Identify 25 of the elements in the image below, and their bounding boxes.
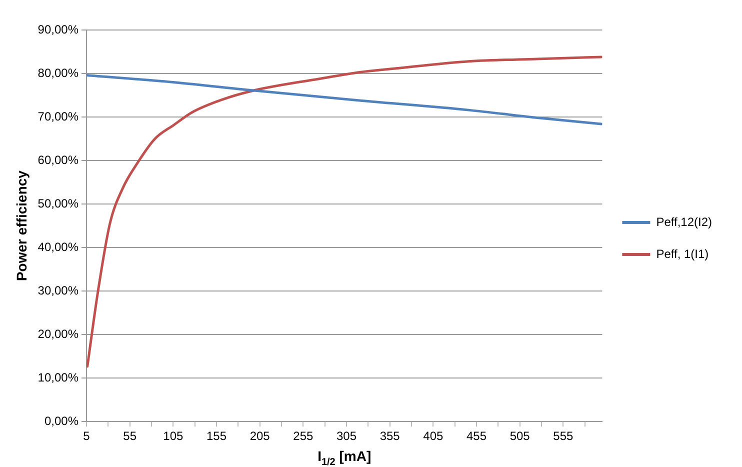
y-tick-label: 0,00% xyxy=(44,414,79,428)
x-tick-label: 405 xyxy=(423,429,444,444)
legend-label: Peff, 1(I1) xyxy=(656,246,709,261)
y-axis-title: Power efficiency xyxy=(13,170,30,282)
y-tick-label: 90,00% xyxy=(38,22,79,36)
y-tick-label: 60,00% xyxy=(38,152,79,167)
x-tick-label: 355 xyxy=(380,429,400,444)
x-tick-label: 255 xyxy=(293,429,314,444)
x-tick-label: 455 xyxy=(466,429,487,444)
x-tick-label: 205 xyxy=(250,429,270,444)
x-tick-label: 105 xyxy=(163,429,184,444)
x-tick-label: 555 xyxy=(553,429,574,444)
y-tick-label: 70,00% xyxy=(38,109,79,124)
y-tick-label: 10,00% xyxy=(38,370,79,384)
y-tick-label: 20,00% xyxy=(38,326,79,341)
y-tick-label: 30,00% xyxy=(38,283,79,298)
x-tick-label: 305 xyxy=(336,429,357,444)
y-tick-label: 50,00% xyxy=(38,196,79,210)
y-tick-label: 40,00% xyxy=(38,240,79,254)
y-tick-label: 80,00% xyxy=(38,66,79,80)
x-tick-label: 155 xyxy=(206,429,227,444)
legend-label: Peff,12(I2) xyxy=(656,214,712,229)
x-tick-label: 55 xyxy=(123,429,137,444)
x-tick-label: 505 xyxy=(510,429,530,444)
x-tick-label: 5 xyxy=(83,429,90,444)
